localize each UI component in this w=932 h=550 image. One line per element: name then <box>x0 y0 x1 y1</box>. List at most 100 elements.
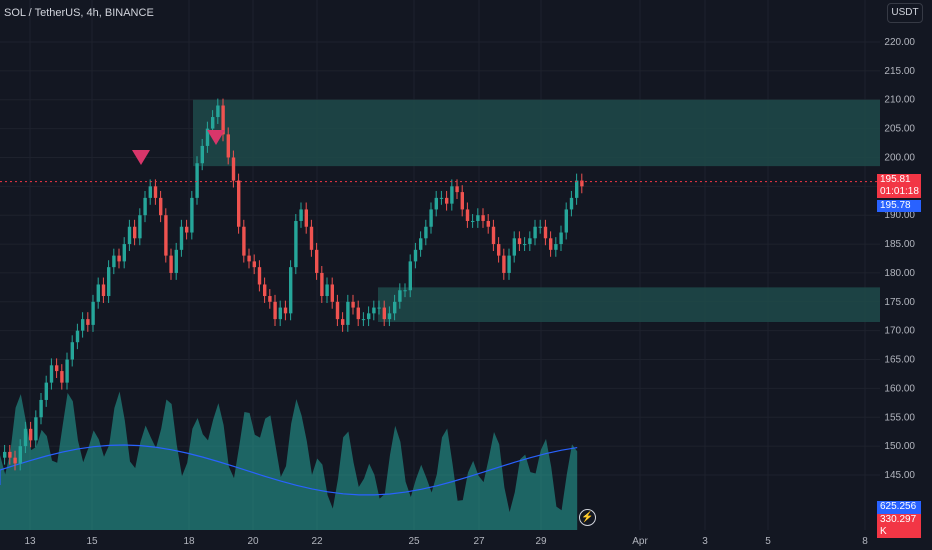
time-axis-label: 8 <box>862 536 868 547</box>
price-axis-label: 190.00 <box>884 210 915 221</box>
candle-body <box>486 220 490 227</box>
candle-body <box>205 128 210 146</box>
candle-body <box>23 428 28 447</box>
candle-body <box>101 284 106 297</box>
time-axis-label: 29 <box>535 536 547 547</box>
candle-body <box>315 249 319 273</box>
candle-body <box>481 215 485 221</box>
candle-body <box>195 163 199 198</box>
price-axis-label: 145.00 <box>884 470 915 481</box>
candle-body <box>512 238 516 256</box>
candle-body <box>523 244 527 246</box>
candle-body <box>221 105 225 135</box>
candle-body <box>75 330 80 343</box>
candle-body <box>309 226 314 250</box>
time-axis-label: 20 <box>247 536 259 547</box>
candle-body <box>117 255 121 262</box>
candle-body <box>528 238 532 245</box>
price-axis-label: 170.00 <box>884 326 915 337</box>
candle-body <box>387 313 392 320</box>
candle-body <box>13 457 17 464</box>
candle-body <box>96 284 100 302</box>
price-axis-label: 150.00 <box>884 441 915 452</box>
candle-body <box>257 267 262 285</box>
candle-body <box>517 238 522 245</box>
candle-body <box>580 180 584 187</box>
candle-body <box>112 255 116 268</box>
candle-body <box>533 226 537 239</box>
candle-body <box>559 232 563 245</box>
candle-body <box>86 319 90 325</box>
sell-marker-icon <box>207 130 225 145</box>
candle-body <box>377 307 381 309</box>
candle-body <box>575 180 579 198</box>
candle-body <box>439 197 444 199</box>
candle-body <box>237 180 241 227</box>
candle-body <box>413 249 418 262</box>
candle-body <box>185 226 189 233</box>
currency-button[interactable]: USDT <box>887 3 923 23</box>
candle-body <box>398 290 402 302</box>
candle-body <box>408 261 412 291</box>
candle-body <box>471 220 475 222</box>
price-axis-label: 210.00 <box>884 95 915 106</box>
candle-body <box>361 319 366 321</box>
candle-body <box>263 284 267 297</box>
candle-body <box>393 301 397 314</box>
candle-body <box>320 272 324 297</box>
candle-body <box>445 197 449 204</box>
time-axis-label: 27 <box>473 536 485 547</box>
candle-body <box>29 428 33 441</box>
price-axis-label: 160.00 <box>884 383 915 394</box>
price-axis-label: 165.00 <box>884 355 915 366</box>
symbol-title[interactable]: SOL / TetherUS, 4h, BINANCE <box>4 7 154 19</box>
volume-area <box>0 391 578 530</box>
replay-icon[interactable]: ⚡ <box>579 509 596 526</box>
candle-body <box>278 307 282 320</box>
candle-body <box>8 451 12 458</box>
candle-body <box>335 301 340 320</box>
candle-body <box>419 238 423 250</box>
volume-ma-line <box>0 444 578 496</box>
price-axis-label: 200.00 <box>884 152 915 163</box>
candle-body <box>372 307 376 314</box>
candle-body <box>226 134 230 158</box>
time-axis-label: 22 <box>311 536 323 547</box>
candle-body <box>169 255 173 273</box>
candle-body <box>268 296 272 302</box>
candle-body <box>70 342 74 360</box>
candle-body <box>460 192 464 210</box>
candle-body <box>34 417 38 441</box>
candle-body <box>424 226 428 239</box>
candle-body <box>283 307 288 314</box>
candle-body <box>65 359 69 383</box>
candle-body <box>564 209 568 233</box>
price-axis-label: 155.00 <box>884 412 915 423</box>
candle-body <box>127 226 132 245</box>
candle-body <box>382 307 386 320</box>
candle-body <box>538 226 542 228</box>
candle-body <box>133 226 137 239</box>
candle-body <box>367 313 371 320</box>
candle-body <box>55 365 59 372</box>
candle-body <box>465 209 470 221</box>
candle-body <box>554 244 558 250</box>
candle-body <box>491 226 496 245</box>
candle-body <box>330 284 334 302</box>
time-axis-label: 5 <box>765 536 771 547</box>
candle-body <box>502 255 506 273</box>
price-axis-label: 215.00 <box>884 66 915 77</box>
candle-body <box>231 157 236 181</box>
candle-body <box>190 197 194 233</box>
candle-body <box>3 451 7 458</box>
time-axis-label: 15 <box>86 536 98 547</box>
candle-body <box>122 244 126 262</box>
supply-zone <box>193 99 880 167</box>
price-axis-label: 205.00 <box>884 124 915 135</box>
candle-body <box>49 365 54 383</box>
candle-body <box>164 215 168 256</box>
candle-body <box>429 209 433 227</box>
candle-body <box>289 267 293 314</box>
candle-body <box>450 186 454 204</box>
